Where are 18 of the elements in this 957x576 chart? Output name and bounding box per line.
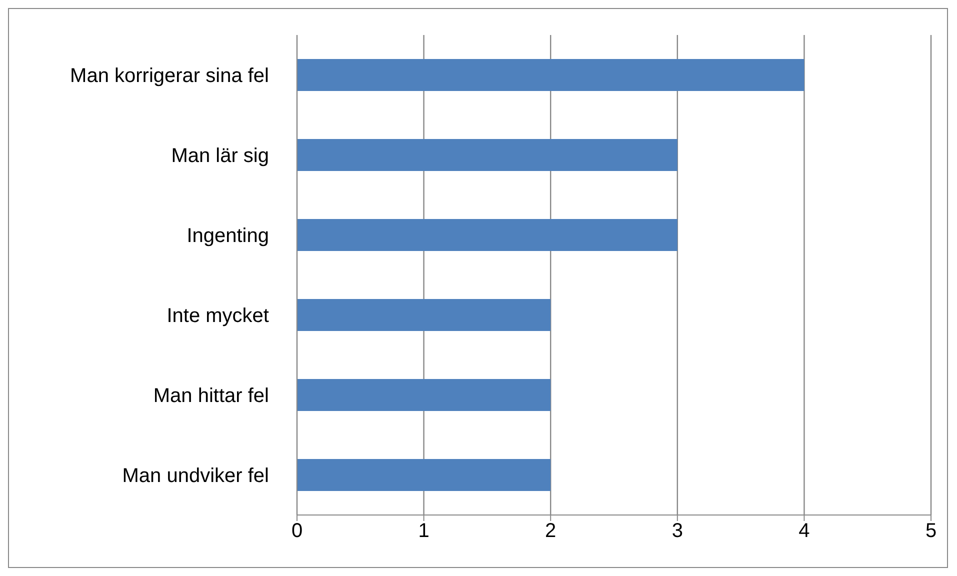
x-tick-label: 3 xyxy=(672,520,683,542)
x-tick-label: 5 xyxy=(925,520,937,542)
bar xyxy=(297,219,678,251)
x-tick-label: 1 xyxy=(418,520,430,542)
x-tick-label: 0 xyxy=(291,520,303,542)
y-tick-label: Man undviker fel xyxy=(122,465,269,488)
bar xyxy=(297,379,551,411)
y-tick-label: Man lär sig xyxy=(171,145,269,168)
bar xyxy=(297,459,551,491)
bar xyxy=(297,139,678,171)
y-tick-label: Inte mycket xyxy=(166,305,270,328)
bar xyxy=(297,59,804,91)
y-tick-label: Ingenting xyxy=(186,225,269,248)
x-tick-label: 4 xyxy=(798,520,810,542)
x-tick-label: 2 xyxy=(545,520,556,542)
y-tick-label: Man hittar fel xyxy=(153,385,269,408)
y-tick-label: Man korrigerar sina fel xyxy=(70,65,269,88)
bar xyxy=(297,299,551,331)
